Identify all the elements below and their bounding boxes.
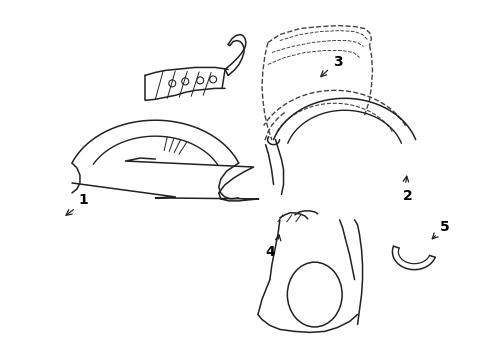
Text: 4: 4	[264, 245, 274, 259]
Text: 2: 2	[402, 189, 411, 203]
Text: 3: 3	[332, 55, 342, 69]
Text: 5: 5	[440, 220, 449, 234]
Text: 1: 1	[79, 193, 88, 207]
